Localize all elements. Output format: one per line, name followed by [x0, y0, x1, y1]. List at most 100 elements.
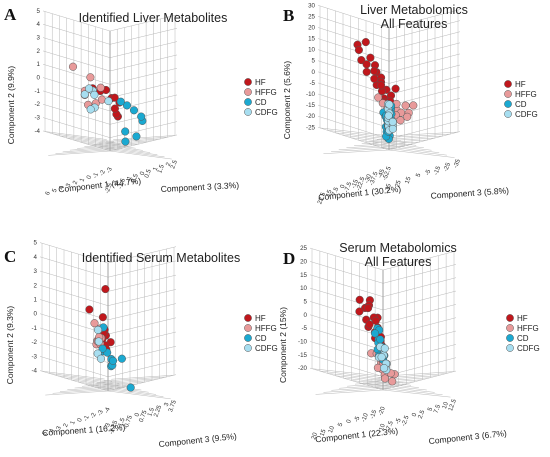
z-tick-label: 3.75 — [167, 399, 178, 413]
y-axis-label: Component 2 (15%) — [278, 307, 288, 383]
z-tick-label: -5 — [424, 168, 433, 176]
x-tick-label: 0 — [345, 418, 353, 424]
y-axis-label: Component 2 (9.3%) — [5, 306, 15, 385]
y-tick-label: 1 — [37, 61, 41, 68]
y-axis-label: Component 2 (9.9%) — [6, 66, 16, 145]
data-point — [385, 100, 394, 109]
z-tick-label: 2.25 — [153, 404, 164, 418]
y-tick-label: -10 — [298, 338, 308, 345]
z-tick-label: -1.5 — [117, 177, 127, 190]
data-point — [121, 127, 130, 136]
y-tick-label: -10 — [306, 91, 316, 98]
z-axis-label: Component 3 (3.3%) — [160, 180, 239, 194]
x-tick-label: -7.5 — [343, 181, 353, 194]
series-cdfg — [80, 84, 113, 114]
x-tick-label: -1 — [82, 414, 91, 422]
z-tick-label: -7.5 — [385, 420, 395, 433]
x-tick-label: -20 — [377, 405, 387, 416]
y-tick-label: -20 — [298, 365, 308, 372]
z-tick-label: -35 — [452, 158, 462, 169]
data-point — [374, 93, 383, 102]
y-tick-label: 20 — [308, 24, 315, 31]
x-tick-label: 15 — [325, 188, 334, 197]
data-point — [96, 83, 105, 92]
y-tick-label: 15 — [308, 36, 315, 43]
y-tick-label: -3 — [31, 353, 37, 360]
y-tick-label: -4 — [34, 128, 40, 135]
legend-label: CD — [255, 98, 267, 107]
data-point — [354, 45, 363, 55]
y-tick-label: 3 — [37, 35, 41, 42]
x-tick-label: -4 — [103, 406, 112, 414]
x-tick-label: -3 — [96, 409, 105, 417]
z-tick-label: -15 — [433, 165, 443, 176]
legend-label: CD — [517, 334, 529, 343]
x-tick-label: 0 — [85, 174, 93, 180]
x-tick-label: 5 — [51, 187, 59, 193]
chart-title: All Features — [365, 255, 432, 269]
legend-marker — [506, 334, 514, 342]
x-tick-label: 10 — [327, 425, 336, 434]
legend-label: CD — [515, 100, 527, 109]
z-tick-label: 0.5 — [143, 168, 153, 179]
x-tick-label: -15 — [350, 178, 360, 189]
x-tick-label: 5 — [337, 421, 345, 427]
legend-marker — [244, 108, 252, 116]
z-tick-label: 0.75 — [138, 409, 149, 423]
z-tick-label: -2 — [112, 179, 121, 187]
x-tick-label: 3 — [55, 425, 63, 431]
x-tick-label: -2 — [98, 169, 107, 177]
data-point — [370, 66, 379, 76]
data-point — [355, 295, 364, 304]
z-tick-label: 0 — [139, 170, 147, 176]
legend-label: HF — [255, 78, 266, 87]
z-tick-label: 25 — [394, 179, 403, 188]
y-tick-label: 5 — [34, 240, 38, 247]
y-tick-label: 25 — [300, 245, 307, 252]
data-point — [362, 60, 371, 69]
series-cdfg — [374, 342, 391, 374]
x-tick-label: 1 — [78, 177, 86, 183]
legend-label: CDFG — [255, 344, 278, 353]
z-tick-label: -2.5 — [400, 414, 410, 427]
x-tick-label: 4 — [58, 185, 66, 191]
y-tick-label: 0 — [37, 75, 41, 82]
data-point — [388, 377, 397, 386]
data-point — [86, 105, 95, 114]
z-tick-label: -0.75 — [122, 414, 134, 430]
x-tick-label: 7.5 — [331, 186, 341, 197]
y-tick-label: 1 — [34, 296, 38, 303]
panel-letter: A — [4, 5, 17, 24]
z-tick-label: 1.5 — [146, 406, 156, 417]
y-tick-label: -3 — [34, 115, 40, 122]
x-tick-label: 1 — [69, 419, 77, 425]
series-cd — [116, 97, 147, 146]
y-axis-label: Component 2 (5.6%) — [282, 61, 292, 140]
data-point — [401, 101, 410, 110]
data-point — [85, 84, 94, 93]
data-point — [122, 101, 132, 110]
x-tick-label: -10 — [360, 412, 370, 423]
y-tick-label: 5 — [37, 8, 41, 15]
y-tick-label: -5 — [301, 325, 307, 332]
data-point — [97, 95, 106, 104]
legend-label: CDFG — [517, 344, 540, 353]
legend-marker — [506, 344, 514, 352]
x-tick-label: -37.5 — [368, 170, 380, 186]
z-tick-label: 15 — [404, 175, 413, 184]
z-tick-label: 1 — [152, 166, 160, 172]
data-point — [403, 112, 412, 121]
y-tick-label: 0 — [312, 69, 316, 76]
z-tick-label: 10 — [441, 401, 450, 410]
y-tick-label: -25 — [306, 124, 316, 131]
y-tick-label: 5 — [304, 298, 308, 305]
legend-marker — [244, 88, 252, 96]
data-point — [361, 38, 370, 47]
y-tick-label: 30 — [308, 2, 315, 9]
legend-label: HF — [255, 314, 266, 323]
